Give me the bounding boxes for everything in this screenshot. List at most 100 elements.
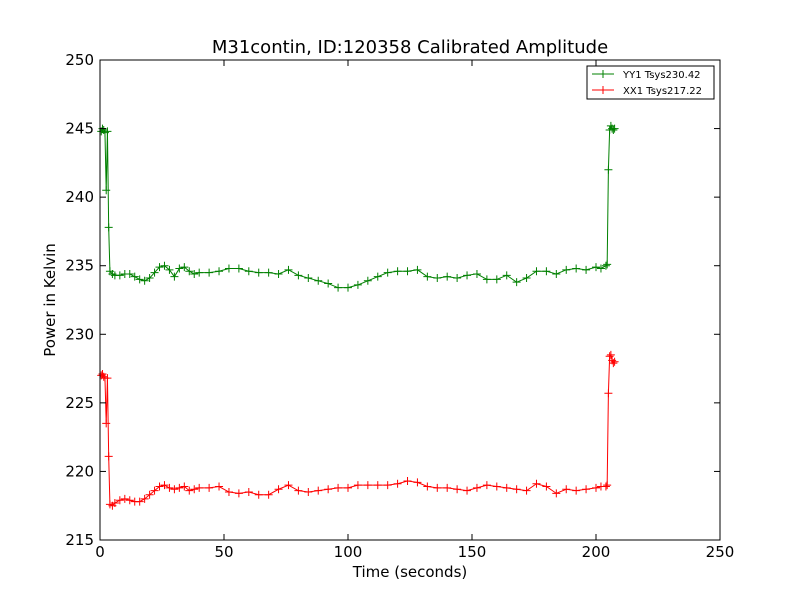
data-point bbox=[605, 352, 614, 361]
chart-title: M31contin, ID:120358 Calibrated Amplitud… bbox=[212, 37, 608, 58]
data-point bbox=[532, 267, 541, 276]
data-point bbox=[264, 268, 273, 277]
x-axis-label: Time (seconds) bbox=[352, 563, 468, 581]
data-point bbox=[135, 275, 144, 284]
x-tick-label: 250 bbox=[706, 543, 735, 561]
data-point bbox=[274, 269, 283, 278]
data-point bbox=[603, 481, 612, 490]
data-point bbox=[334, 483, 343, 492]
data-point bbox=[609, 359, 618, 368]
data-point bbox=[472, 483, 481, 492]
data-point bbox=[512, 485, 521, 494]
data-point bbox=[234, 264, 243, 273]
data-point bbox=[610, 357, 619, 366]
data-point bbox=[244, 488, 253, 496]
legend-marker-xx1 bbox=[599, 86, 607, 94]
legend-entry-yy1: YY1 Tsys230.42 bbox=[592, 70, 701, 81]
data-point bbox=[180, 482, 189, 491]
data-point bbox=[185, 486, 194, 495]
data-point bbox=[373, 481, 382, 490]
legend: YY1 Tsys230.42 XX1 Tsys217.22 bbox=[586, 65, 715, 100]
plot-area bbox=[97, 121, 619, 510]
data-point bbox=[413, 265, 422, 274]
data-point bbox=[324, 485, 333, 494]
data-point bbox=[363, 481, 372, 490]
data-point bbox=[532, 479, 541, 488]
data-point bbox=[165, 265, 174, 274]
data-point bbox=[601, 482, 610, 491]
data-point bbox=[552, 269, 561, 278]
data-point bbox=[453, 274, 462, 283]
data-point bbox=[443, 483, 452, 492]
data-point bbox=[606, 350, 615, 359]
data-point bbox=[472, 269, 481, 278]
x-tick-label: 50 bbox=[214, 543, 233, 561]
data-point bbox=[423, 272, 432, 281]
data-point bbox=[363, 276, 372, 285]
data-point bbox=[175, 483, 184, 492]
data-point bbox=[140, 494, 149, 503]
data-point bbox=[125, 496, 134, 505]
data-point bbox=[150, 268, 159, 277]
data-point bbox=[294, 271, 303, 280]
data-point bbox=[254, 490, 263, 499]
data-point bbox=[195, 483, 204, 492]
y-tick-label: 240 bbox=[65, 188, 94, 206]
data-point bbox=[215, 267, 224, 276]
data-point bbox=[99, 372, 108, 381]
data-point bbox=[304, 274, 313, 283]
data-point bbox=[562, 265, 571, 274]
data-point bbox=[180, 263, 189, 272]
data-point bbox=[604, 165, 613, 174]
data-point bbox=[542, 267, 551, 276]
y-axis-label: Power in Kelvin bbox=[41, 243, 59, 357]
plot-frame bbox=[99, 59, 721, 541]
data-point bbox=[582, 265, 591, 274]
data-point bbox=[304, 488, 313, 496]
data-point bbox=[170, 485, 179, 494]
data-point bbox=[522, 486, 531, 495]
data-point bbox=[224, 488, 233, 496]
data-point bbox=[601, 261, 610, 270]
x-tick-label: 200 bbox=[582, 543, 611, 561]
data-point bbox=[140, 276, 149, 285]
data-point bbox=[344, 283, 352, 292]
data-point bbox=[353, 481, 362, 490]
data-point bbox=[592, 483, 600, 492]
data-point bbox=[130, 272, 139, 281]
data-point bbox=[215, 482, 224, 491]
data-point bbox=[502, 271, 511, 280]
data-point bbox=[334, 283, 343, 292]
axis-ticks: 0 50 100 150 200 250 215 220 225 230 235 240 245 250 bbox=[65, 51, 734, 561]
series-line-0 bbox=[100, 124, 615, 289]
data-point bbox=[175, 264, 184, 273]
data-point bbox=[443, 272, 452, 281]
data-point bbox=[274, 485, 283, 494]
legend-label-xx1: XX1 Tsys217.22 bbox=[623, 86, 702, 97]
data-point bbox=[604, 389, 613, 398]
data-point bbox=[254, 268, 263, 277]
data-point bbox=[383, 268, 392, 277]
data-point bbox=[234, 489, 243, 498]
y-tick-label: 245 bbox=[65, 120, 94, 138]
data-point bbox=[423, 482, 432, 491]
data-point bbox=[522, 274, 531, 283]
y-tick-label: 215 bbox=[65, 531, 94, 549]
data-point bbox=[155, 263, 164, 272]
y-tick-label: 225 bbox=[65, 394, 94, 412]
data-point bbox=[160, 481, 169, 490]
data-point bbox=[552, 489, 561, 498]
data-point bbox=[492, 275, 501, 284]
data-point bbox=[244, 267, 253, 276]
data-point bbox=[373, 272, 382, 281]
data-point bbox=[205, 483, 214, 492]
data-point bbox=[393, 267, 402, 276]
data-point bbox=[224, 264, 233, 273]
data-point bbox=[610, 124, 619, 133]
data-point bbox=[102, 186, 111, 195]
y-tick-label: 250 bbox=[65, 51, 94, 69]
data-point bbox=[264, 490, 273, 499]
data-point bbox=[562, 485, 571, 494]
data-point bbox=[104, 452, 113, 461]
data-point bbox=[190, 269, 199, 278]
